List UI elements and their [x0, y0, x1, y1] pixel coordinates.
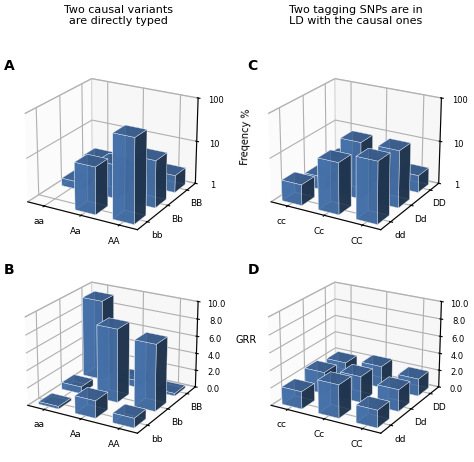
Text: Two causal variants
are directly typed: Two causal variants are directly typed [64, 5, 173, 26]
Text: D: D [247, 263, 259, 277]
Text: C: C [247, 59, 257, 73]
Text: B: B [4, 263, 15, 277]
Text: A: A [4, 59, 15, 73]
Text: Two tagging SNPs are in
LD with the causal ones: Two tagging SNPs are in LD with the caus… [289, 5, 422, 26]
